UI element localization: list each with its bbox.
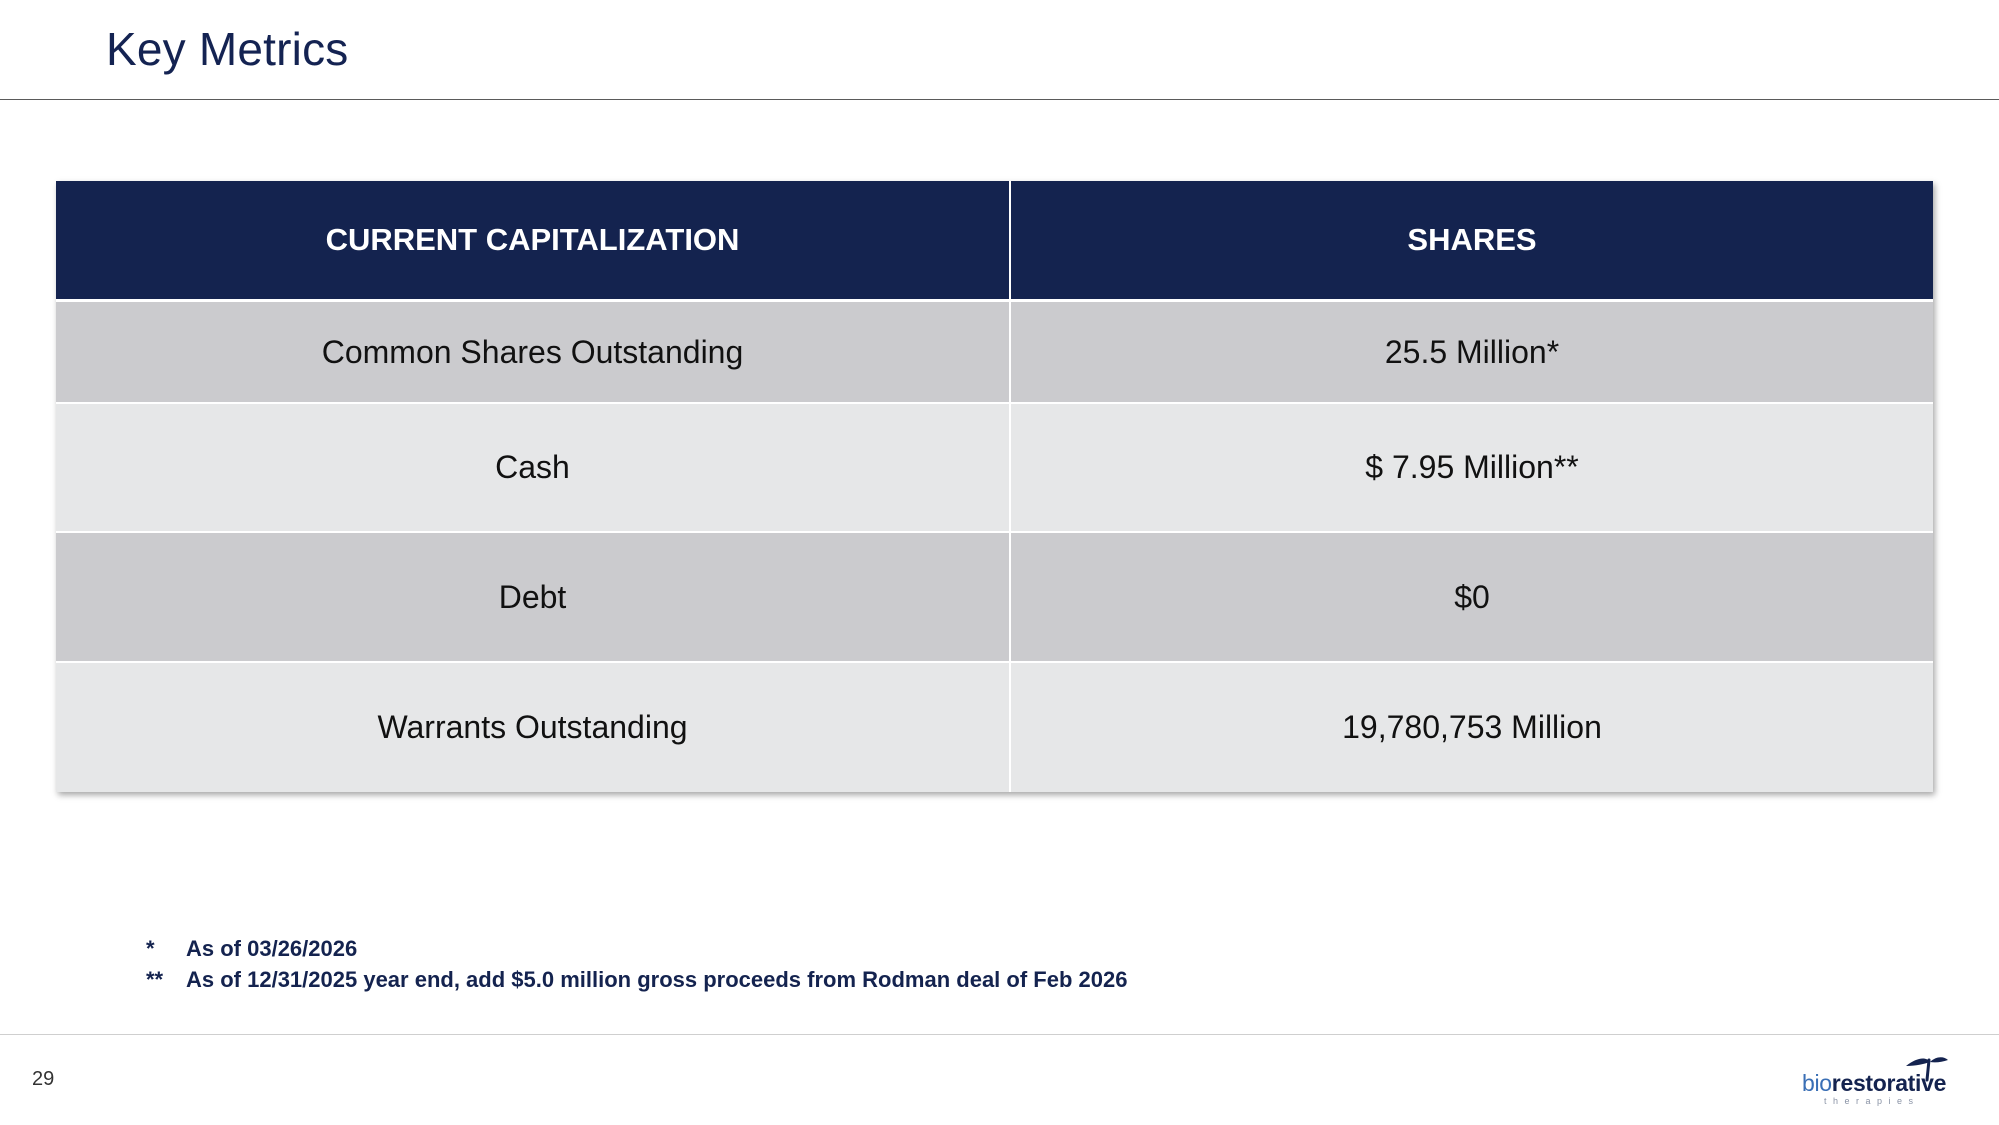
- row-label: Cash: [56, 403, 1011, 533]
- header-shares: SHARES: [1010, 181, 1933, 302]
- capitalization-table: CURRENT CAPITALIZATION SHARES Common Sha…: [56, 181, 1933, 792]
- footnotes: * As of 03/26/2026 ** As of 12/31/2025 y…: [146, 933, 1127, 995]
- row-label: Warrants Outstanding: [56, 662, 1011, 792]
- row-value: 19,780,753 Million: [1010, 662, 1933, 792]
- logo-dragonfly-icon: [1906, 1057, 1948, 1082]
- title-divider: [0, 99, 1999, 100]
- footnote-mark: *: [146, 936, 155, 961]
- page-title: Key Metrics: [106, 23, 349, 75]
- table-row: Cash $ 7.95 Million**: [56, 403, 1933, 533]
- footnote: * As of 03/26/2026: [146, 933, 1127, 964]
- table-header-row: CURRENT CAPITALIZATION SHARES: [56, 181, 1933, 302]
- row-value: $ 7.95 Million**: [1010, 403, 1933, 533]
- company-logo: biorestorative therapies: [1798, 1052, 1958, 1110]
- row-value: 25.5 Million*: [1010, 300, 1933, 404]
- table-row: Warrants Outstanding 19,780,753 Million: [56, 662, 1933, 792]
- table-row: Common Shares Outstanding 25.5 Million*: [56, 300, 1933, 404]
- footnote-text: As of 03/26/2026: [186, 936, 358, 961]
- row-label: Common Shares Outstanding: [56, 300, 1011, 404]
- logo-wordmark: biorestorative: [1802, 1070, 1946, 1097]
- table-row: Debt $0: [56, 532, 1933, 663]
- logo-prefix: bio: [1802, 1070, 1832, 1096]
- footnote-text: As of 12/31/2025 year end, add $5.0 mill…: [186, 967, 1128, 992]
- logo-tagline: therapies: [1824, 1096, 1920, 1106]
- row-value: $0: [1010, 532, 1933, 663]
- logo-main: restorative: [1831, 1070, 1947, 1096]
- page-number: 29: [32, 1068, 55, 1090]
- footnote: ** As of 12/31/2025 year end, add $5.0 m…: [146, 964, 1127, 995]
- footnote-mark: **: [146, 967, 164, 992]
- row-label: Debt: [56, 532, 1011, 663]
- footer-divider: [0, 1034, 1999, 1035]
- header-current-capitalization: CURRENT CAPITALIZATION: [56, 181, 1011, 302]
